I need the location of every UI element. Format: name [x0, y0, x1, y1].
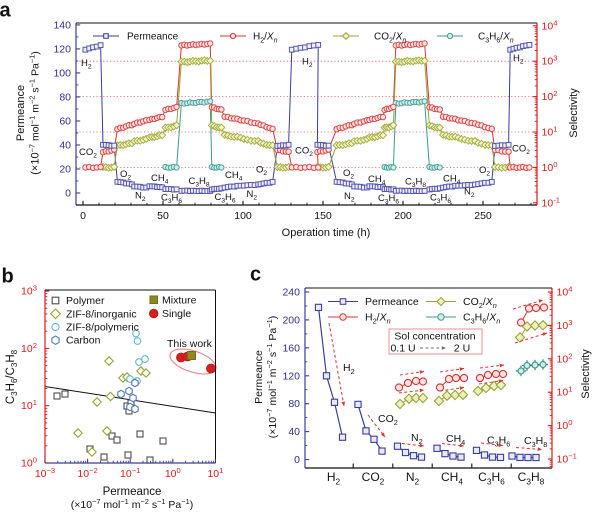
svg-text:H2: H2	[81, 58, 92, 71]
svg-text:140: 140	[53, 19, 71, 31]
svg-text:N2: N2	[464, 187, 475, 200]
svg-text:N2: N2	[406, 470, 420, 486]
svg-text:CO2: CO2	[378, 413, 398, 427]
svg-text:100: 100	[53, 67, 71, 79]
svg-text:N2: N2	[411, 432, 423, 446]
svg-text:H2: H2	[327, 470, 341, 486]
svg-text:Sol concentration: Sol concentration	[394, 331, 475, 343]
svg-text:C3H6: C3H6	[161, 193, 182, 206]
svg-text:Permeance: Permeance	[15, 85, 27, 141]
svg-text:CO2: CO2	[362, 470, 385, 486]
svg-text:CH4: CH4	[446, 433, 465, 447]
svg-text:C3H6/Xn: C3H6/Xn	[478, 32, 514, 45]
svg-text:N2: N2	[135, 191, 146, 204]
svg-text:(×10−7 mol−1 m−2 s−1 Pa−1): (×10−7 mol−1 m−2 s−1 Pa−1)	[71, 497, 193, 511]
svg-text:H2: H2	[513, 53, 524, 66]
svg-text:0: 0	[65, 188, 71, 200]
svg-text:(×10−7 mol−1 m−2 s−1 Pa−1): (×10−7 mol−1 m−2 s−1 Pa−1)	[28, 51, 42, 174]
svg-text:2 U: 2 U	[454, 343, 470, 355]
svg-text:ZIF-8/inorganic: ZIF-8/inorganic	[66, 308, 137, 320]
svg-text:Permeance: Permeance	[253, 350, 265, 404]
svg-text:O2: O2	[256, 165, 267, 178]
svg-text:Permeance: Permeance	[127, 32, 179, 43]
svg-text:H2/Xn: H2/Xn	[253, 32, 278, 45]
svg-text:C3H6: C3H6	[430, 193, 451, 206]
svg-text:N2: N2	[344, 191, 355, 204]
svg-text:C3H8: C3H8	[524, 435, 547, 449]
svg-text:CH4: CH4	[443, 174, 461, 187]
svg-text:C3H6/Xn: C3H6/Xn	[463, 312, 500, 326]
svg-text:Selectivity: Selectivity	[568, 88, 580, 138]
svg-text:C3H8: C3H8	[518, 470, 545, 486]
svg-text:Single: Single	[162, 308, 191, 320]
svg-text:Mixture: Mixture	[162, 295, 197, 307]
svg-text:80: 80	[288, 398, 300, 410]
svg-text:50: 50	[157, 210, 169, 222]
svg-text:40: 40	[288, 426, 300, 438]
svg-text:c: c	[250, 264, 261, 286]
svg-text:O2: O2	[120, 169, 131, 182]
svg-text:240: 240	[282, 287, 300, 299]
svg-text:120: 120	[282, 370, 300, 382]
svg-text:CO2/Xn: CO2/Xn	[374, 32, 406, 45]
svg-text:40: 40	[59, 139, 71, 151]
svg-text:Polymer: Polymer	[66, 295, 105, 307]
svg-text:20: 20	[59, 163, 71, 175]
svg-text:C3H6: C3H6	[478, 470, 505, 486]
svg-text:0: 0	[294, 454, 300, 466]
svg-text:O2: O2	[479, 165, 490, 178]
svg-text:0.1 U: 0.1 U	[390, 343, 415, 355]
svg-text:a: a	[0, 0, 12, 22]
svg-text:ZIF-8/polymeric: ZIF-8/polymeric	[66, 322, 139, 334]
svg-text:CH4: CH4	[368, 174, 386, 187]
svg-text:200: 200	[394, 210, 412, 222]
svg-text:H2/Xn: H2/Xn	[365, 312, 391, 326]
svg-text:Carbon: Carbon	[66, 335, 101, 347]
svg-text:CH4: CH4	[225, 170, 243, 183]
svg-text:N2: N2	[247, 189, 258, 202]
svg-text:C3H6/C3H8: C3H6/C3H8	[5, 349, 19, 404]
svg-text:Operation time (h): Operation time (h)	[282, 227, 371, 239]
svg-text:This work: This work	[167, 338, 213, 350]
svg-text:O2: O2	[343, 168, 354, 181]
svg-text:C3H8: C3H8	[189, 176, 210, 189]
svg-text:CH4: CH4	[151, 173, 169, 186]
svg-text:0: 0	[80, 210, 86, 222]
svg-text:Permeance: Permeance	[365, 296, 419, 308]
svg-text:80: 80	[59, 91, 71, 103]
svg-text:Permeance: Permeance	[103, 486, 162, 498]
svg-text:CO2: CO2	[512, 144, 530, 157]
svg-text:Selectivity: Selectivity	[580, 349, 592, 399]
svg-text:160: 160	[282, 342, 300, 354]
svg-text:C3H8: C3H8	[405, 177, 426, 190]
svg-text:250: 250	[474, 210, 492, 222]
svg-text:100: 100	[234, 210, 252, 222]
svg-text:C3H6: C3H6	[215, 192, 236, 205]
svg-text:H2: H2	[343, 362, 355, 376]
svg-text:C3H6: C3H6	[378, 193, 399, 206]
svg-text:CO2: CO2	[295, 146, 313, 159]
svg-text:CO2: CO2	[79, 147, 97, 160]
svg-text:CO2/Xn: CO2/Xn	[463, 296, 497, 310]
svg-text:150: 150	[314, 210, 332, 222]
svg-text:(×10−7 mol−1 m−2 s−1 Pa−1): (×10−7 mol−1 m−2 s−1 Pa−1)	[265, 316, 279, 438]
svg-text:C3H6: C3H6	[487, 435, 510, 449]
svg-text:200: 200	[282, 314, 300, 326]
svg-text:H2: H2	[302, 57, 313, 70]
svg-text:CH4: CH4	[441, 470, 463, 486]
svg-text:b: b	[2, 266, 14, 288]
svg-text:60: 60	[59, 115, 71, 127]
svg-text:120: 120	[53, 43, 71, 55]
